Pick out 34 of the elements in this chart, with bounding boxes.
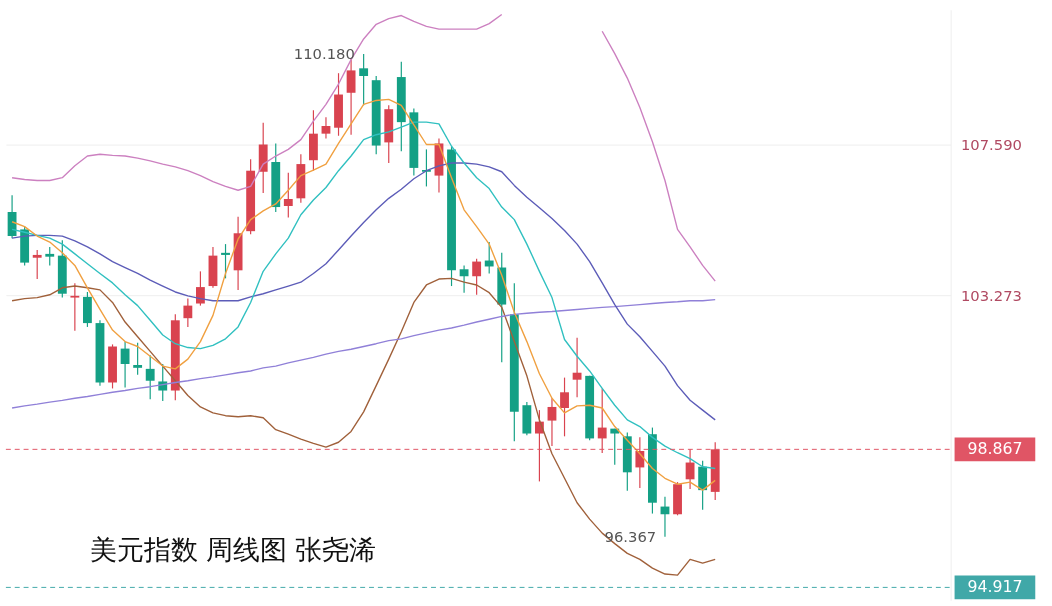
candlestick — [610, 428, 620, 466]
ref-line-label: 98.867 — [967, 439, 1023, 459]
candlestick — [321, 116, 331, 140]
candlestick — [359, 53, 369, 106]
candlestick — [32, 249, 42, 280]
candlestick — [685, 448, 695, 490]
annotation: 96.367 — [604, 527, 657, 545]
candlestick — [221, 243, 230, 279]
candlestick — [283, 172, 293, 219]
candlestick — [133, 342, 143, 376]
candlestick — [120, 341, 130, 388]
y-tick-label: 107.590 — [960, 135, 1022, 153]
candlestick — [459, 264, 469, 294]
ref-line-label: 94.917 — [967, 577, 1023, 597]
candlestick — [597, 387, 607, 454]
candlestick — [195, 270, 205, 307]
line-series — [11, 298, 716, 409]
line-series — [11, 277, 716, 576]
candlestick — [183, 298, 193, 328]
annotation: 110.180 — [293, 44, 355, 62]
candlestick — [547, 397, 557, 447]
candlestick — [158, 363, 168, 402]
candlestick — [560, 377, 569, 437]
candlestick — [472, 258, 482, 296]
candlestick — [698, 460, 708, 511]
candlestick — [635, 436, 645, 489]
annotation: 美元指数 周线图 张尧浠 — [89, 533, 377, 565]
candlestick — [45, 246, 55, 267]
y-tick-label: 103.273 — [960, 286, 1022, 304]
line-series — [11, 162, 716, 421]
candlestick — [145, 354, 155, 400]
candlestick — [572, 337, 582, 398]
candlestick — [70, 282, 80, 332]
candlestick — [346, 57, 356, 136]
